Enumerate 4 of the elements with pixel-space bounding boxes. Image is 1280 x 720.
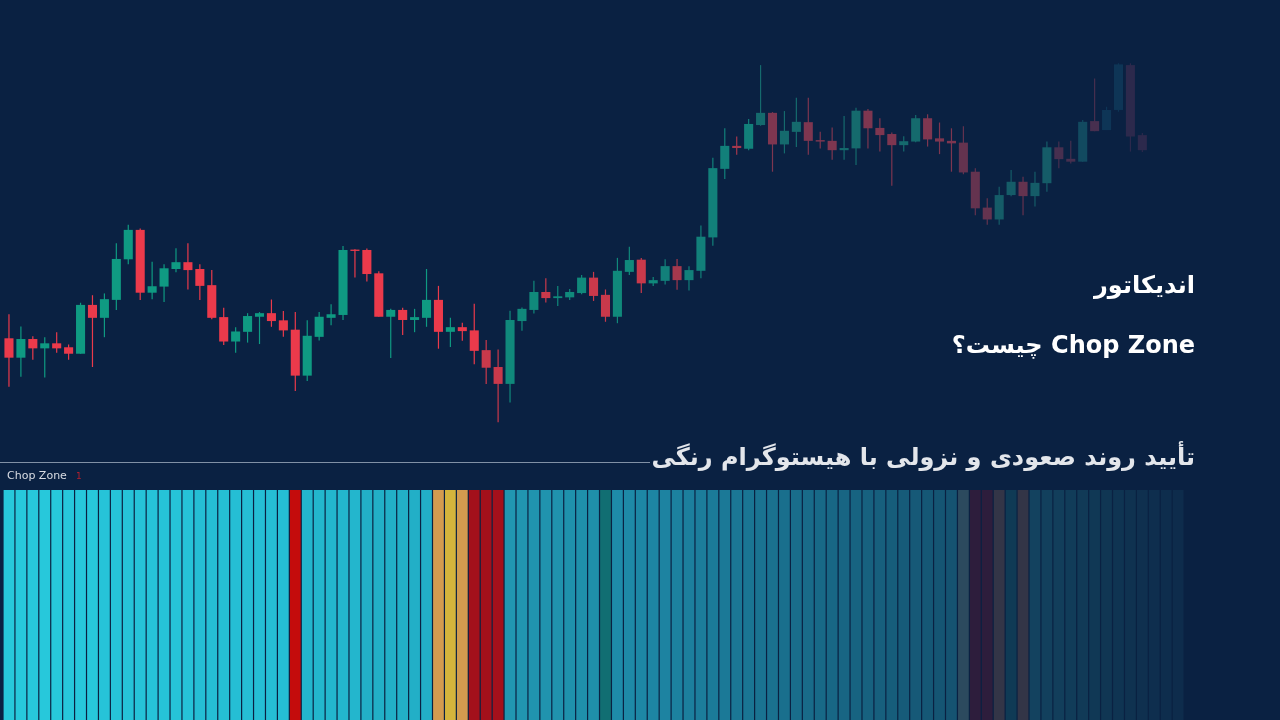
chart-title: Chop Zone <box>7 469 67 482</box>
chart-title: اندیکاتور Chop Zone چیست؟ <box>951 271 1195 359</box>
text: 1 <box>75 471 82 481</box>
text: تأیید روند صعودی و نزولی با هیستوگرام رنگی <box>651 442 1195 472</box>
